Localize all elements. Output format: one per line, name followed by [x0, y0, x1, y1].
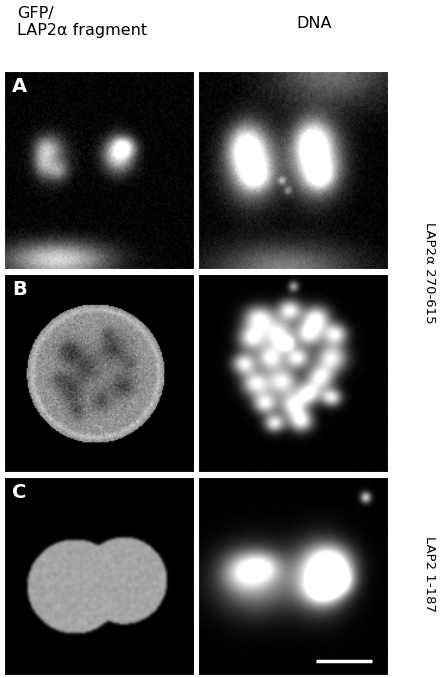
Text: LAP2 1-187: LAP2 1-187 [423, 536, 436, 612]
Text: B: B [12, 280, 27, 299]
Text: C: C [12, 483, 26, 502]
Text: DNA: DNA [297, 16, 332, 31]
Text: LAP2α 270-615: LAP2α 270-615 [423, 222, 436, 323]
Text: A: A [12, 77, 27, 96]
Text: GFP/
LAP2α fragment: GFP/ LAP2α fragment [17, 5, 147, 38]
